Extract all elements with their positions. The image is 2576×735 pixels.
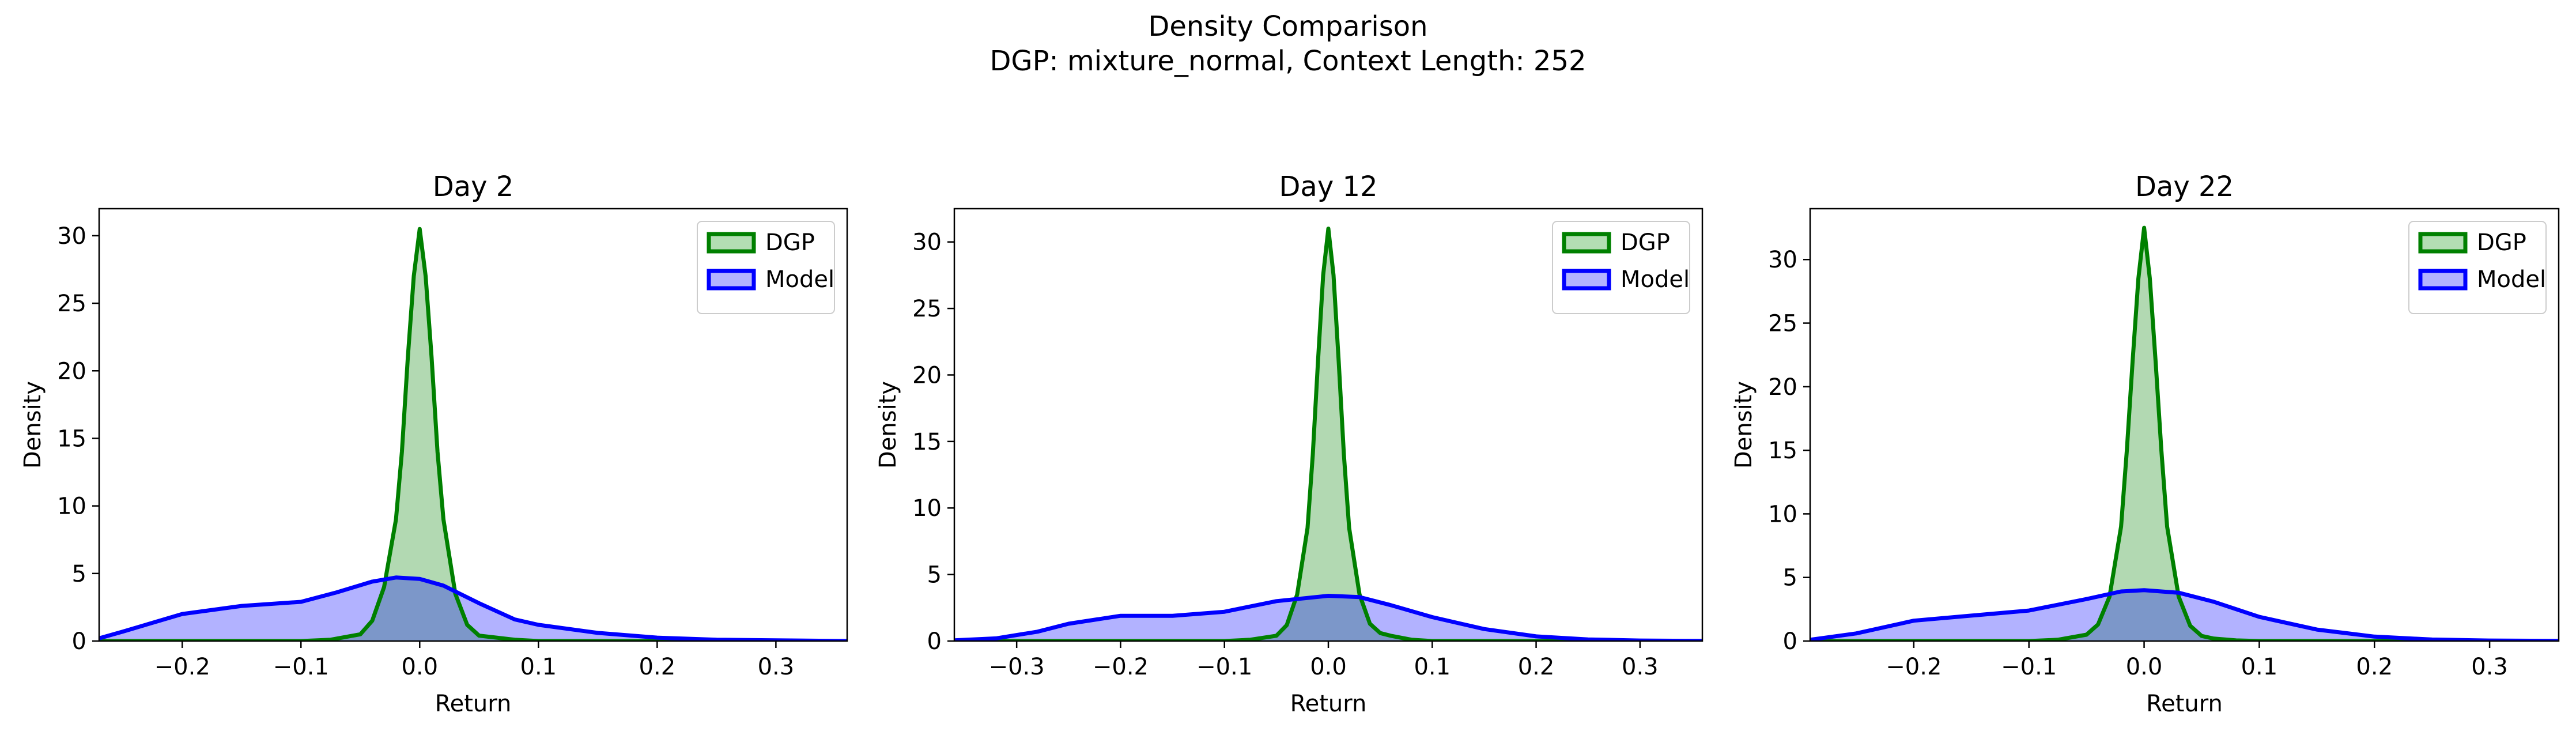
legend-swatch-dgp	[1562, 232, 1611, 254]
legend-swatch-model	[707, 269, 756, 291]
subplot-1: −0.2 −0.1 0.0 0.1 0.2 0.3 0 5 10 15 20 25 30 Day 2 Ret…	[20, 171, 848, 717]
legend: DGP Model	[1552, 221, 1690, 314]
series-model-line	[1810, 588, 2559, 641]
series-dgp-line	[1810, 225, 2559, 641]
subplot-title: Day 12	[1279, 171, 1377, 203]
plot-area	[99, 227, 847, 641]
x-tick-label: 0.1	[520, 654, 557, 680]
subplot-3: −0.2 −0.1 0.0 0.1 0.2 0.3 0 5 10 15 20 25 30 Day 22 Re…	[1731, 171, 2560, 717]
y-tick-label: 20	[1768, 374, 1797, 401]
legend-label-model: Model	[1621, 266, 1690, 293]
y-tick-label: 20	[912, 362, 942, 389]
x-tick-label: 0.1	[1414, 654, 1451, 680]
x-tick-label: −0.3	[989, 654, 1045, 680]
x-tick-label: 0.3	[758, 654, 795, 680]
axes-frame	[1809, 208, 2560, 642]
figure-title: Density Comparison	[1148, 10, 1427, 43]
series-model-fill	[954, 595, 1702, 641]
y-tick-label: 15	[1768, 438, 1797, 464]
legend-label-dgp: DGP	[1621, 229, 1670, 256]
y-tick-label: 15	[912, 429, 942, 455]
y-tick-label: 5	[1783, 565, 1797, 591]
y-tick-label: 25	[57, 291, 86, 317]
y-tick-label: 5	[927, 562, 942, 589]
y-tick-label: 10	[912, 495, 942, 522]
subplot-title: Day 22	[2135, 171, 2234, 203]
figure-subtitle: DGP: mixture_normal, Context Length: 252	[989, 45, 1586, 77]
x-tick-label: −0.2	[154, 654, 210, 680]
x-tick-label: −0.1	[1196, 654, 1252, 680]
legend-swatch-model	[1562, 269, 1611, 291]
x-axis-label: Return	[435, 691, 512, 717]
y-tick-label: 5	[72, 561, 86, 587]
x-tick-label: 0.3	[2471, 654, 2508, 680]
legend-swatch-model	[2418, 269, 2468, 291]
y-tick-label: 30	[57, 223, 86, 250]
y-tick-label: 0	[927, 628, 942, 655]
legend-label-dgp: DGP	[2477, 229, 2526, 256]
series-model-line	[954, 594, 1702, 641]
x-tick-label: 0.3	[1622, 654, 1659, 680]
legend-label-model: Model	[765, 266, 834, 293]
x-tick-label: 0.2	[2356, 654, 2393, 680]
x-axis-label: Return	[2146, 691, 2223, 717]
x-tick-label: −0.2	[1886, 654, 1942, 680]
y-tick-label: 15	[57, 425, 86, 452]
y-axis-label: Density	[1731, 381, 1757, 469]
series-model-fill	[99, 577, 847, 641]
y-tick-label: 10	[1768, 501, 1797, 527]
x-tick-label: 0.0	[401, 654, 438, 680]
legend: DGP Model	[2408, 221, 2547, 314]
x-tick-label: 0.2	[639, 654, 676, 680]
series-model-line	[99, 575, 847, 641]
x-tick-label: 0.0	[1310, 654, 1347, 680]
x-tick-label: 0.1	[2241, 654, 2278, 680]
x-tick-label: 0.2	[1518, 654, 1555, 680]
plot-area	[1810, 225, 2559, 641]
y-tick-label: 0	[72, 628, 86, 655]
series-dgp-line	[99, 227, 847, 641]
y-tick-label: 30	[912, 229, 942, 256]
y-tick-label: 20	[57, 358, 86, 385]
legend-label-dgp: DGP	[765, 229, 815, 256]
plot-area	[954, 227, 1702, 641]
y-axis-label: Density	[20, 381, 46, 469]
x-tick-label: −0.1	[2001, 654, 2057, 680]
x-tick-label: 0.0	[2126, 654, 2163, 680]
subplot-2: −0.3 −0.2 −0.1 0.0 0.1 0.2 0.3 0 5 10 15 20 25 30 Day …	[875, 171, 1704, 717]
y-tick-label: 30	[1768, 247, 1797, 273]
y-tick-label: 25	[912, 296, 942, 322]
y-tick-label: 25	[1768, 311, 1797, 337]
y-axis-label: Density	[875, 381, 901, 469]
axes-frame	[98, 208, 848, 642]
legend-swatch-dgp	[707, 232, 756, 254]
legend: DGP Model	[697, 221, 835, 314]
series-dgp-fill	[954, 228, 1702, 641]
x-axis-label: Return	[1290, 691, 1367, 717]
legend-swatch-dgp	[2418, 232, 2468, 254]
x-tick-label: −0.1	[273, 654, 329, 680]
subplot-title: Day 2	[433, 171, 514, 203]
x-tick-label: −0.2	[1093, 654, 1149, 680]
y-tick-label: 0	[1783, 628, 1797, 655]
series-dgp-line	[954, 227, 1702, 641]
legend-label-model: Model	[2477, 266, 2546, 293]
y-tick-label: 10	[57, 493, 86, 520]
